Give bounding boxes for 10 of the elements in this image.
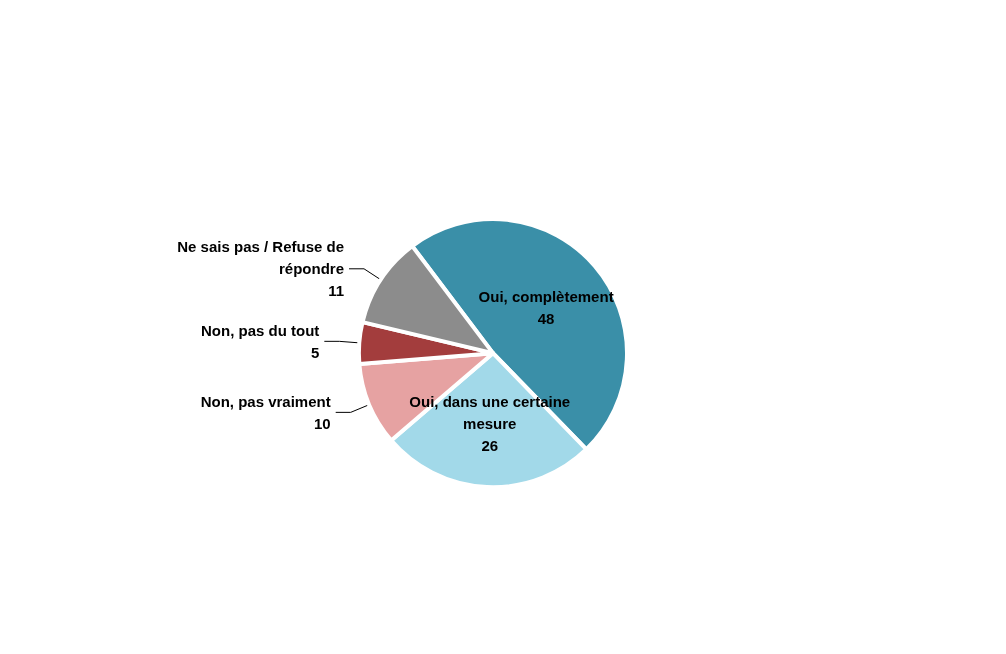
slice-label: Ne sais pas / Refuse de répondre bbox=[177, 238, 345, 278]
slice-label: Non, pas du tout bbox=[201, 321, 320, 339]
data-label: 5 bbox=[310, 343, 320, 361]
slice-label: Non, pas vraiment bbox=[200, 392, 331, 410]
data-label: 10 bbox=[314, 414, 331, 432]
data-label: 48 bbox=[537, 310, 555, 328]
slice-label: Oui, complètement bbox=[478, 288, 614, 306]
slice-label: Oui, dans une certaine mesure bbox=[409, 392, 571, 432]
data-label: 26 bbox=[481, 436, 499, 454]
data-label: 11 bbox=[328, 282, 345, 300]
